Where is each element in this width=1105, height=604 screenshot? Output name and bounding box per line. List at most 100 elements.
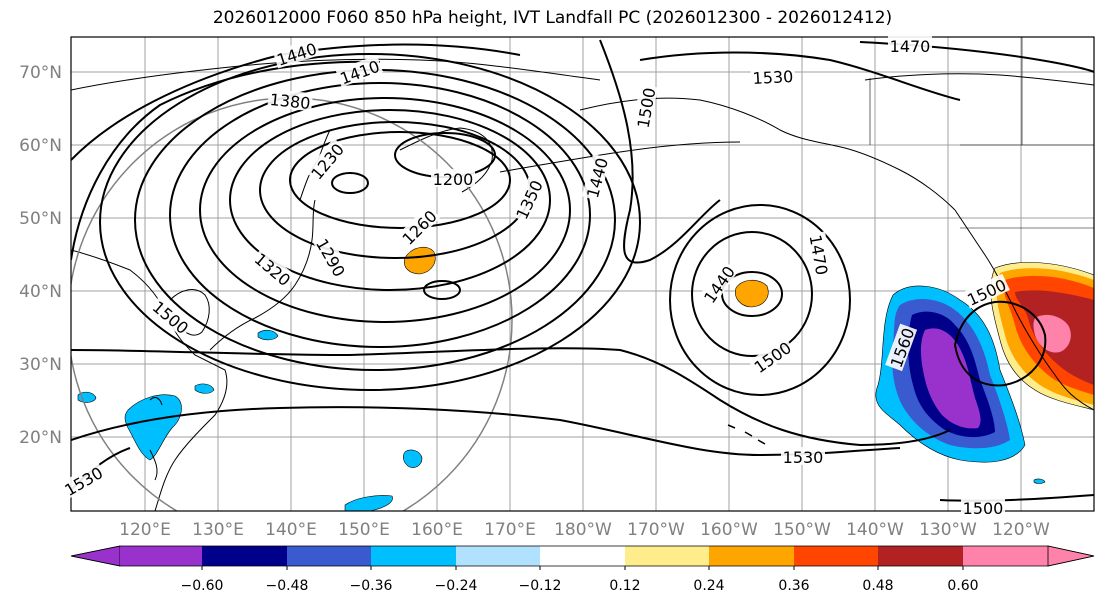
- coastlines: [71, 37, 1094, 511]
- contour-label-background: [698, 260, 739, 308]
- height-contour: [423, 280, 461, 300]
- ivt-negative-region: [344, 495, 393, 511]
- contour-label-background: [748, 336, 796, 377]
- contour-label-background: [312, 233, 351, 281]
- contour-label-text: 1200: [433, 170, 474, 189]
- height-contour: [599, 39, 721, 264]
- coastline-aleutians: [499, 141, 741, 173]
- contour-label-background: [781, 447, 825, 465]
- colorbar-segment: [371, 546, 456, 566]
- contour-label-background: [961, 498, 1005, 516]
- height-contour: [331, 172, 369, 194]
- colorbar-outline: [70, 545, 1095, 567]
- coastline-hawaii: [727, 424, 766, 445]
- longitude-label: 120°W: [992, 520, 1050, 540]
- colorbar-segment: [456, 546, 540, 566]
- latitude-label: 30°N: [19, 355, 62, 375]
- colorbar: −0.60 −0.48 −0.36 −0.24 −0.12 0.12 0.24 0.36 0.4…: [70, 545, 1095, 594]
- contour-label: 1530: [781, 447, 825, 467]
- latitude-label: 70°N: [19, 63, 62, 83]
- coastline-north-america-west: [954, 209, 1094, 411]
- contour-label-background: [250, 247, 296, 290]
- colorbar-tick-label: 0.48: [862, 578, 893, 594]
- colorbar-tick-label: −0.12: [519, 578, 562, 594]
- coastline-taiwan-philippines: [149, 397, 163, 481]
- longitude-label: 170°E: [484, 520, 536, 540]
- contour-label-background: [581, 153, 611, 202]
- latitude-labels: 70°N 60°N 50°N 40°N 30°N 20°N: [19, 63, 62, 448]
- contour-label-background: [59, 461, 107, 500]
- longitude-labels: 120°E 130°E 140°E 150°E 160°E 170°E 180°W 170°W…: [119, 520, 1050, 540]
- ivt-negative-region: [403, 449, 423, 468]
- ivt-positive-region: [735, 279, 769, 308]
- longitude-label: 170°W: [627, 520, 685, 540]
- coastline-japan: [209, 199, 316, 351]
- longitude-label: 150°E: [338, 520, 390, 540]
- colorbar-tick-label: −0.48: [266, 578, 309, 594]
- coastline-alaska: [579, 97, 956, 211]
- contour-label-background: [148, 295, 194, 338]
- colorbar-tick-label: −0.36: [350, 578, 393, 594]
- map-title: 2026012000 F060 850 hPa height, IVT Land…: [212, 8, 893, 28]
- contour-label-background: [396, 204, 441, 249]
- colorbar-segment: [963, 546, 1048, 566]
- contour-label-background: [267, 88, 314, 112]
- contour-label-text: 1470: [890, 37, 931, 56]
- latitude-label: 60°N: [19, 136, 62, 156]
- colorbar-segment: [287, 546, 371, 566]
- coastline-kamchatka: [399, 127, 493, 193]
- longitude-label: 140°E: [265, 520, 317, 540]
- map-frame: [70, 36, 1095, 512]
- ivt-negative-region: [194, 383, 215, 394]
- height-contour: [99, 53, 641, 391]
- colorbar-tick-label: 0.36: [778, 578, 809, 594]
- contour-label-text: 1530: [783, 448, 824, 467]
- height-contour: [639, 51, 961, 101]
- height-contour: [229, 109, 551, 291]
- height-contour: [669, 204, 851, 396]
- contour-label-background: [885, 323, 918, 372]
- contour-label: 1500: [961, 498, 1005, 518]
- coastline-canada-north: [864, 73, 1094, 86]
- contour-label: 1380: [267, 88, 314, 113]
- longitude-label: 130°E: [192, 520, 244, 540]
- coastline-korea: [169, 289, 210, 336]
- longitude-label: 180°W: [554, 520, 612, 540]
- contour-label-text: 1500: [963, 499, 1004, 518]
- contour-label-background: [510, 175, 546, 223]
- contour-label-background: [272, 37, 321, 69]
- colorbar-segment: [625, 546, 709, 566]
- contour-label-background: [431, 169, 475, 187]
- graticule: [71, 37, 1094, 511]
- colorbar-segment: [120, 546, 202, 566]
- longitude-label: 120°E: [119, 520, 171, 540]
- colorbar-segment: [202, 546, 287, 566]
- contour-label-background: [335, 55, 384, 88]
- contour-label-background: [807, 231, 833, 278]
- colorbar-tick-label: 0.60: [947, 578, 978, 594]
- coastline-siberia-north: [71, 58, 601, 91]
- ivt-negative-region: [124, 394, 182, 461]
- contour-label-background: [632, 84, 658, 131]
- height-contour: [953, 300, 1047, 387]
- latitude-label: 20°N: [19, 428, 62, 448]
- height-contour: [71, 347, 951, 447]
- colorbar-segment: [709, 546, 794, 566]
- height-contour: [169, 82, 591, 348]
- longitude-label: 140°W: [846, 520, 904, 540]
- coastline-asia: [71, 249, 228, 511]
- height-contour: [691, 231, 813, 357]
- contour-label-background: [750, 65, 796, 87]
- height-contour: [289, 131, 511, 229]
- colorbar-tick-label: 0.12: [609, 578, 640, 594]
- contour-label: 1470: [888, 36, 932, 56]
- height-contour: [199, 97, 571, 323]
- contour-label: 1200: [431, 169, 475, 189]
- colorbar-segment: [878, 546, 963, 566]
- colorbar-tick-label: 0.24: [693, 578, 724, 594]
- longitude-label: 150°W: [773, 520, 831, 540]
- ivt-negative-region: [920, 328, 981, 429]
- border-canada-usa: [869, 37, 1094, 229]
- ivt-negative-region: [257, 329, 279, 341]
